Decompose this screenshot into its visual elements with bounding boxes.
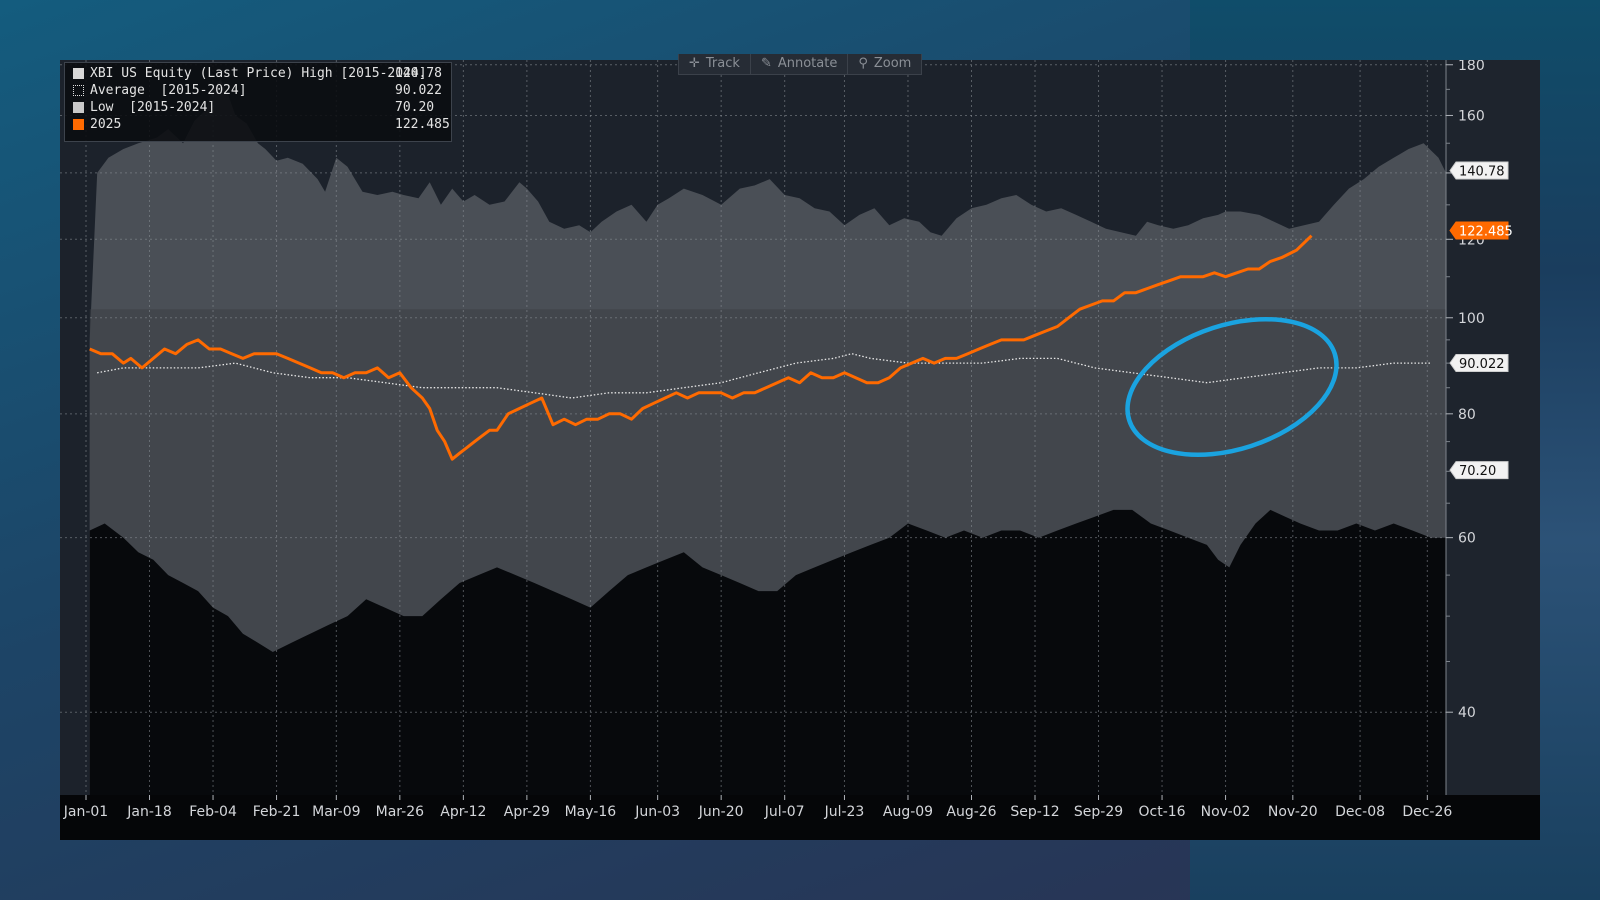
y-axis-strip [1446, 60, 1540, 795]
legend-value: 90.022 [395, 83, 442, 98]
y-tick-label: 80 [1458, 407, 1476, 423]
legend-label: Average [2015-2024] [90, 83, 247, 98]
x-tick-label: Feb-04 [189, 804, 237, 820]
x-tick-label: Sep-12 [1010, 804, 1059, 820]
pencil-icon: ✎ [760, 56, 772, 71]
magnifier-icon: ⚲ [858, 56, 868, 71]
x-tick-label: Feb-21 [253, 804, 301, 820]
low-band-area [60, 509, 1446, 795]
zoom-button[interactable]: ⚲ Zoom [848, 54, 921, 74]
x-tick-label: Nov-20 [1268, 804, 1318, 820]
last-value-tag [1449, 354, 1509, 373]
seasonality-chart: 406080100120140160180Jan-01Jan-18Feb-04F… [60, 60, 1540, 840]
last-value-tag [1449, 161, 1509, 180]
last-value-label: 122.485 [1459, 224, 1513, 239]
x-tick-label: Jun-03 [634, 804, 680, 820]
x-tick-label: Sep-29 [1074, 804, 1123, 820]
legend-entry-2025[interactable]: 2025 122.485 [73, 116, 450, 133]
series-2025-line [89, 234, 1313, 461]
x-tick-label: Jan-01 [63, 804, 108, 820]
annotate-button[interactable]: ✎ Annotate [751, 54, 849, 74]
x-tick-label: Apr-12 [440, 804, 486, 820]
legend-entry-low[interactable]: Low [2015-2024] 70.20 [73, 99, 443, 116]
legend-label: 2025 [90, 117, 122, 132]
legend-value: 70.20 [395, 100, 435, 115]
last-value-label: 90.022 [1459, 357, 1505, 372]
x-tick-label: Jul-23 [824, 804, 865, 820]
last-value-tag [1449, 461, 1509, 480]
track-button[interactable]: ✛ Track [679, 54, 751, 74]
last-value-label: 70.20 [1459, 464, 1496, 479]
average-line [97, 353, 1432, 399]
chart-panel: 406080100120140160180Jan-01Jan-18Feb-04F… [60, 54, 1540, 840]
annotate-label: Annotate [777, 56, 838, 71]
legend-swatch [73, 85, 84, 96]
track-label: Track [705, 56, 740, 71]
last-value-tag [1449, 221, 1509, 240]
legend-value: 140.78 [395, 66, 442, 81]
x-tick-label: Dec-26 [1402, 804, 1452, 820]
legend-entry-average[interactable]: Average [2015-2024] 90.022 [73, 82, 443, 99]
x-tick-label: Jul-07 [764, 804, 805, 820]
y-tick-label: 160 [1458, 108, 1485, 124]
x-tick-label: Jan-18 [126, 804, 171, 820]
chart-toolbar: ✛ Track ✎ Annotate ⚲ Zoom [678, 54, 923, 75]
legend-label: Low [2015-2024] [90, 100, 216, 115]
legend-swatch [73, 102, 84, 113]
x-tick-label: Aug-09 [883, 804, 933, 820]
legend-value: 122.485 [395, 117, 450, 132]
x-tick-label: Oct-16 [1139, 804, 1186, 820]
legend-entry-high[interactable]: XBI US Equity (Last Price) High [2015-20… [73, 65, 443, 82]
x-tick-label: Apr-29 [504, 804, 550, 820]
y-tick-label: 180 [1458, 60, 1485, 74]
x-tick-label: May-16 [565, 804, 617, 820]
x-tick-label: Dec-08 [1335, 804, 1385, 820]
y-tick-label: 60 [1458, 531, 1476, 547]
zoom-label: Zoom [873, 56, 912, 71]
highlight-ellipse [1125, 316, 1339, 458]
legend-label: XBI US Equity (Last Price) High [2015-20… [90, 66, 427, 81]
x-tick-label: Nov-02 [1201, 804, 1251, 820]
legend-swatch [73, 119, 84, 130]
y-tick-label: 40 [1458, 705, 1476, 721]
crosshair-icon: ✛ [689, 56, 700, 71]
x-tick-label: Aug-26 [946, 804, 996, 820]
y-tick-label: 100 [1458, 311, 1485, 327]
last-value-label: 140.78 [1459, 165, 1505, 180]
x-tick-label: Mar-09 [312, 804, 360, 820]
chart-legend: XBI US Equity (Last Price) High [2015-20… [64, 62, 452, 142]
legend-swatch [73, 68, 84, 79]
x-axis-strip [60, 795, 1540, 840]
x-tick-label: Jun-20 [698, 804, 744, 820]
x-tick-label: Mar-26 [376, 804, 424, 820]
